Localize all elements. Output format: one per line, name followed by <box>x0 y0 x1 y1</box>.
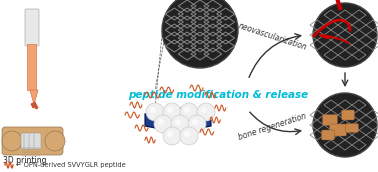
Polygon shape <box>145 108 211 132</box>
Circle shape <box>184 131 190 137</box>
Circle shape <box>158 119 164 125</box>
FancyBboxPatch shape <box>25 9 39 46</box>
FancyBboxPatch shape <box>28 45 37 90</box>
Circle shape <box>175 119 181 125</box>
Text: bone regeneration: bone regeneration <box>237 111 307 142</box>
FancyBboxPatch shape <box>21 133 41 149</box>
Circle shape <box>167 107 173 113</box>
Text: neovascularization: neovascularization <box>237 21 308 52</box>
Circle shape <box>146 103 164 121</box>
Circle shape <box>150 107 156 113</box>
Circle shape <box>184 107 190 113</box>
Circle shape <box>171 115 189 133</box>
Circle shape <box>197 103 215 121</box>
Text: peptide modification & release: peptide modification & release <box>128 90 308 100</box>
Circle shape <box>188 115 206 133</box>
Circle shape <box>45 131 65 151</box>
FancyBboxPatch shape <box>322 115 338 126</box>
Text: 3D printing: 3D printing <box>3 156 46 165</box>
Circle shape <box>180 127 198 145</box>
Circle shape <box>162 0 238 68</box>
Circle shape <box>313 93 377 157</box>
FancyBboxPatch shape <box>322 130 335 140</box>
Circle shape <box>167 131 173 137</box>
Circle shape <box>154 115 172 133</box>
Circle shape <box>192 119 198 125</box>
Circle shape <box>180 103 198 121</box>
Circle shape <box>201 107 207 113</box>
FancyBboxPatch shape <box>341 110 355 120</box>
FancyBboxPatch shape <box>330 124 347 136</box>
Circle shape <box>313 3 377 67</box>
Circle shape <box>163 127 181 145</box>
Circle shape <box>163 103 181 121</box>
FancyBboxPatch shape <box>2 127 63 155</box>
Circle shape <box>2 131 22 151</box>
Text: ↵ OPN-derived SVVYGLR peptide: ↵ OPN-derived SVVYGLR peptide <box>16 162 126 168</box>
Polygon shape <box>30 90 38 105</box>
FancyBboxPatch shape <box>345 123 358 132</box>
